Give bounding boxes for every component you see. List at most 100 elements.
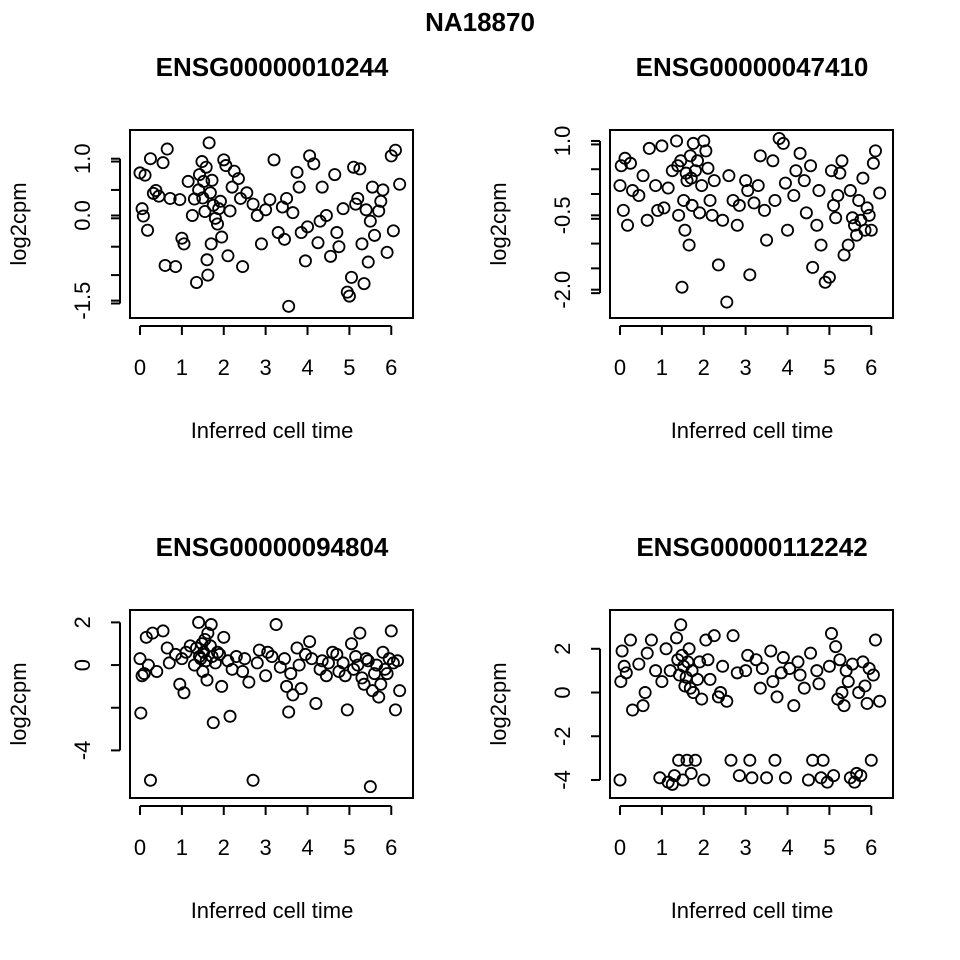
data-point — [181, 174, 195, 188]
data-point — [649, 179, 663, 193]
panel-title: ENSG00000094804 — [156, 532, 389, 562]
data-point — [833, 166, 847, 180]
data-point — [349, 197, 363, 211]
data-point — [793, 668, 807, 682]
data-point — [671, 159, 685, 173]
x-tick-label: 6 — [385, 835, 397, 860]
panel-3: ENSG00000094804 0 1 2 3 4 5 6 Inferred cell time… — [6, 532, 414, 923]
data-point — [747, 196, 761, 210]
data-point — [361, 255, 375, 269]
data-point — [225, 662, 239, 676]
data-point — [753, 681, 767, 695]
x-tick-label: 2 — [698, 835, 710, 860]
data-point — [760, 771, 774, 785]
data-point — [626, 703, 640, 717]
data-point — [764, 644, 778, 658]
data-point — [724, 753, 738, 767]
data-point — [705, 208, 719, 222]
data-point — [252, 643, 266, 657]
data-point — [177, 237, 191, 251]
data-point — [195, 637, 209, 651]
plot-frame — [129, 129, 414, 319]
data-point — [200, 673, 214, 687]
data-point — [344, 270, 358, 284]
data-point — [776, 651, 790, 665]
data-point — [778, 176, 792, 190]
data-point — [298, 254, 312, 268]
data-point — [372, 690, 386, 704]
data-point — [697, 773, 711, 787]
data-point — [835, 686, 849, 700]
data-point — [156, 624, 170, 638]
data-point — [864, 753, 878, 767]
data-point — [133, 652, 147, 666]
data-point — [617, 659, 631, 673]
data-point — [868, 144, 882, 158]
data-point — [280, 191, 294, 205]
data-point — [613, 179, 627, 193]
data-point — [703, 672, 717, 686]
data-point — [829, 640, 843, 654]
data-point — [199, 160, 213, 174]
data-point — [265, 650, 279, 664]
panel-title: ENSG00000047410 — [636, 52, 869, 82]
x-tick-label: 6 — [865, 355, 877, 380]
y-tick-label: 2 — [550, 643, 575, 655]
x-tick-label: 5 — [343, 835, 355, 860]
data-point — [286, 688, 300, 702]
data-point — [330, 226, 344, 240]
data-point — [804, 159, 818, 173]
y-tick-label: 1.0 — [550, 126, 575, 157]
data-point — [860, 201, 874, 215]
data-point — [845, 211, 859, 225]
data-point — [328, 168, 342, 182]
data-point — [246, 197, 260, 211]
data-point — [686, 136, 700, 150]
x-tick-label: 5 — [823, 835, 835, 860]
data-point — [135, 202, 149, 216]
plot-frame — [609, 609, 894, 799]
data-point — [685, 198, 699, 212]
data-point — [261, 645, 275, 659]
data-point — [720, 295, 734, 309]
data-point — [259, 669, 273, 683]
data-point — [640, 213, 654, 227]
data-point — [741, 648, 755, 662]
data-point — [683, 149, 697, 163]
data-point — [351, 658, 365, 672]
x-tick-label: 0 — [134, 835, 146, 860]
data-point — [213, 647, 227, 661]
data-point — [833, 653, 847, 667]
data-point — [259, 203, 273, 217]
data-point — [192, 650, 206, 664]
data-point — [766, 154, 780, 168]
data-point — [136, 209, 150, 223]
data-point — [359, 652, 373, 666]
data-point — [791, 655, 805, 669]
data-point — [143, 152, 157, 166]
data-point — [619, 666, 633, 680]
data-point — [732, 198, 746, 212]
data-point — [642, 141, 656, 155]
y-tick-label: 0 — [70, 659, 95, 671]
data-point — [824, 626, 838, 640]
data-point — [695, 692, 709, 706]
x-tick-label: 6 — [865, 835, 877, 860]
data-point — [365, 180, 379, 194]
data-point — [614, 159, 628, 173]
data-point — [205, 173, 219, 187]
data-point — [292, 180, 306, 194]
data-point — [684, 766, 698, 780]
data-point — [313, 214, 327, 228]
data-point — [391, 654, 405, 668]
data-point — [799, 206, 813, 220]
data-point — [743, 753, 757, 767]
data-point — [678, 223, 692, 237]
data-point — [378, 662, 392, 676]
y-axis-label: log2cpm — [6, 182, 31, 265]
data-point — [347, 160, 361, 174]
data-point — [703, 193, 717, 207]
data-point — [210, 217, 224, 231]
data-point — [150, 664, 164, 678]
data-point — [138, 168, 152, 182]
